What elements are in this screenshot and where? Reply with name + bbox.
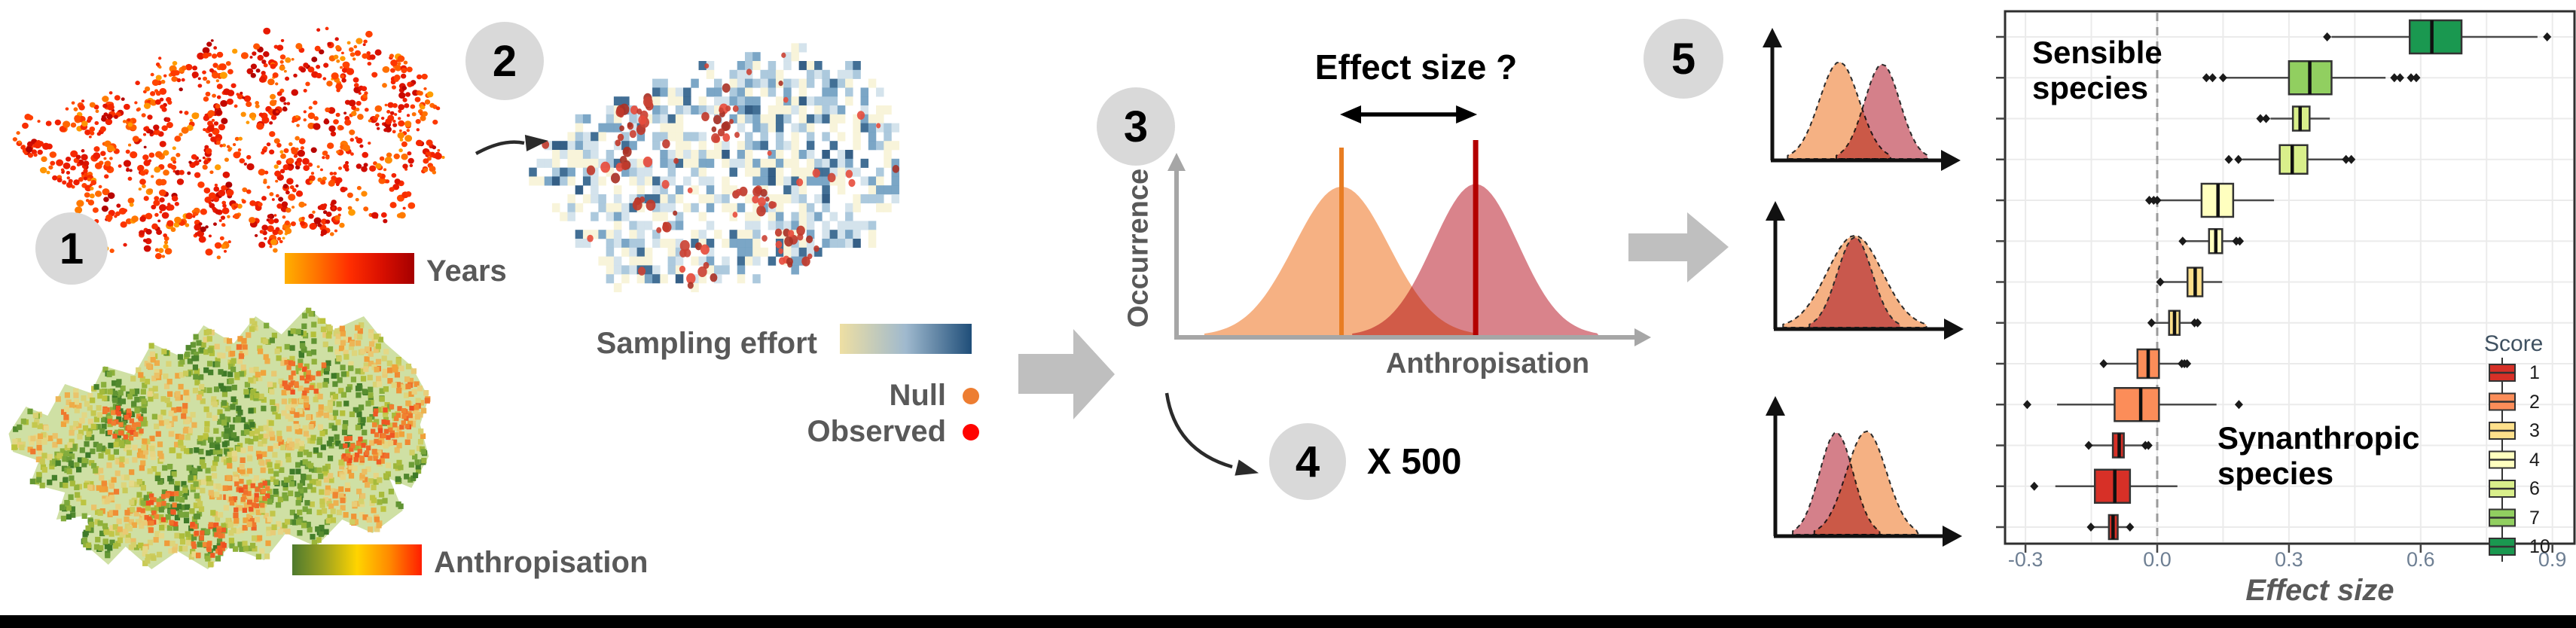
observed-legend-row: Observed xyxy=(753,415,979,449)
boxplot-row xyxy=(2202,60,2421,96)
sensible-species-annotation: Sensible species xyxy=(2032,35,2162,106)
bottom-black-bar xyxy=(0,615,2576,628)
sampling-effort-gradient-bar xyxy=(840,324,972,354)
score-legend-label: 6 xyxy=(2529,478,2540,499)
sampling-effort-label: Sampling effort xyxy=(596,327,817,360)
block-arrow-to-step5 xyxy=(1628,212,1729,282)
posterior-plot-overlapping xyxy=(1766,201,1964,340)
step-circle-1: 1 xyxy=(35,212,108,285)
null-legend-row: Null xyxy=(753,379,979,413)
boxplot-row xyxy=(2145,182,2275,218)
x-tick-label: 0.0 xyxy=(2143,548,2172,571)
score-legend-label: 7 xyxy=(2529,507,2540,529)
score-legend-title: Score xyxy=(2484,331,2544,356)
arrow-step3-to-step4 xyxy=(1164,392,1259,476)
x-tick-label: -0.3 xyxy=(2007,548,2043,571)
anthropisation-legend-label: Anthropisation xyxy=(434,546,649,579)
boxplot-row xyxy=(2022,387,2243,422)
step-number: 4 xyxy=(1295,437,1320,486)
boxplot-row xyxy=(2323,19,2552,55)
score-legend-label: 2 xyxy=(2529,391,2540,413)
effect-size-question-title: Effect size ? xyxy=(1314,47,1518,87)
years-gradient-bar xyxy=(285,253,414,284)
boxplot-row xyxy=(2178,228,2245,255)
boxplot-row xyxy=(2147,309,2202,336)
occurrence-chart xyxy=(1167,105,1651,346)
step-number: 3 xyxy=(1123,102,1149,151)
step-circle-3: 3 xyxy=(1097,87,1175,166)
observed-legend-label: Observed xyxy=(807,415,946,448)
anthropisation-axis-label: Anthropisation xyxy=(1385,348,1590,380)
effect-size-axis-title: Effect size xyxy=(2245,574,2394,607)
boxplot-row xyxy=(2084,432,2153,459)
boxplot-row xyxy=(2256,105,2330,132)
score-legend-label: 3 xyxy=(2529,420,2540,441)
step-circle-2: 2 xyxy=(465,22,544,100)
map-observation-years xyxy=(12,26,445,260)
observed-mean-line xyxy=(1473,140,1479,336)
x500-label: X 500 xyxy=(1367,442,1462,482)
arrow-step1-to-step2 xyxy=(475,135,548,155)
step-number: 1 xyxy=(59,224,84,273)
null-dot-icon xyxy=(963,387,979,404)
occurrence-axis-label: Occurrence xyxy=(1122,168,1155,328)
step-number: 5 xyxy=(1671,34,1696,84)
map-sampling-effort xyxy=(529,43,900,293)
score-legend xyxy=(2489,358,2516,562)
boxplot-row xyxy=(2224,144,2356,175)
effect-size-boxplot xyxy=(1996,10,2576,562)
score-legend-label: 1 xyxy=(2529,362,2540,383)
step-number: 2 xyxy=(492,36,517,86)
x-tick-label: 0.3 xyxy=(2275,548,2303,571)
block-arrow-to-step3 xyxy=(1018,329,1115,419)
observed-dot-icon xyxy=(963,423,979,441)
step-circle-5: 5 xyxy=(1644,19,1723,99)
synanthropic-species-annotation: Synanthropic species xyxy=(2217,420,2420,492)
years-legend-label: Years xyxy=(426,255,507,288)
boxplot-row xyxy=(2086,514,2135,541)
posterior-plot-shifted_left xyxy=(1766,396,1962,547)
boxplot-row xyxy=(2099,348,2192,380)
step-circle-4: 4 xyxy=(1269,423,1346,500)
null-legend-label: Null xyxy=(889,379,946,412)
x-tick-label: 0.6 xyxy=(2407,548,2435,571)
anthropisation-gradient-bar xyxy=(292,544,422,575)
score-legend-label: 10 xyxy=(2529,536,2550,557)
posterior-plot-shifted_right xyxy=(1763,28,1961,171)
map-anthropisation xyxy=(8,307,431,569)
boxplot-row xyxy=(2030,468,2178,504)
score-legend-label: 4 xyxy=(2529,449,2540,471)
boxplot-row xyxy=(2156,267,2223,297)
x-tick-label: 0.9 xyxy=(2538,548,2567,571)
null-mean-line xyxy=(1339,148,1344,336)
